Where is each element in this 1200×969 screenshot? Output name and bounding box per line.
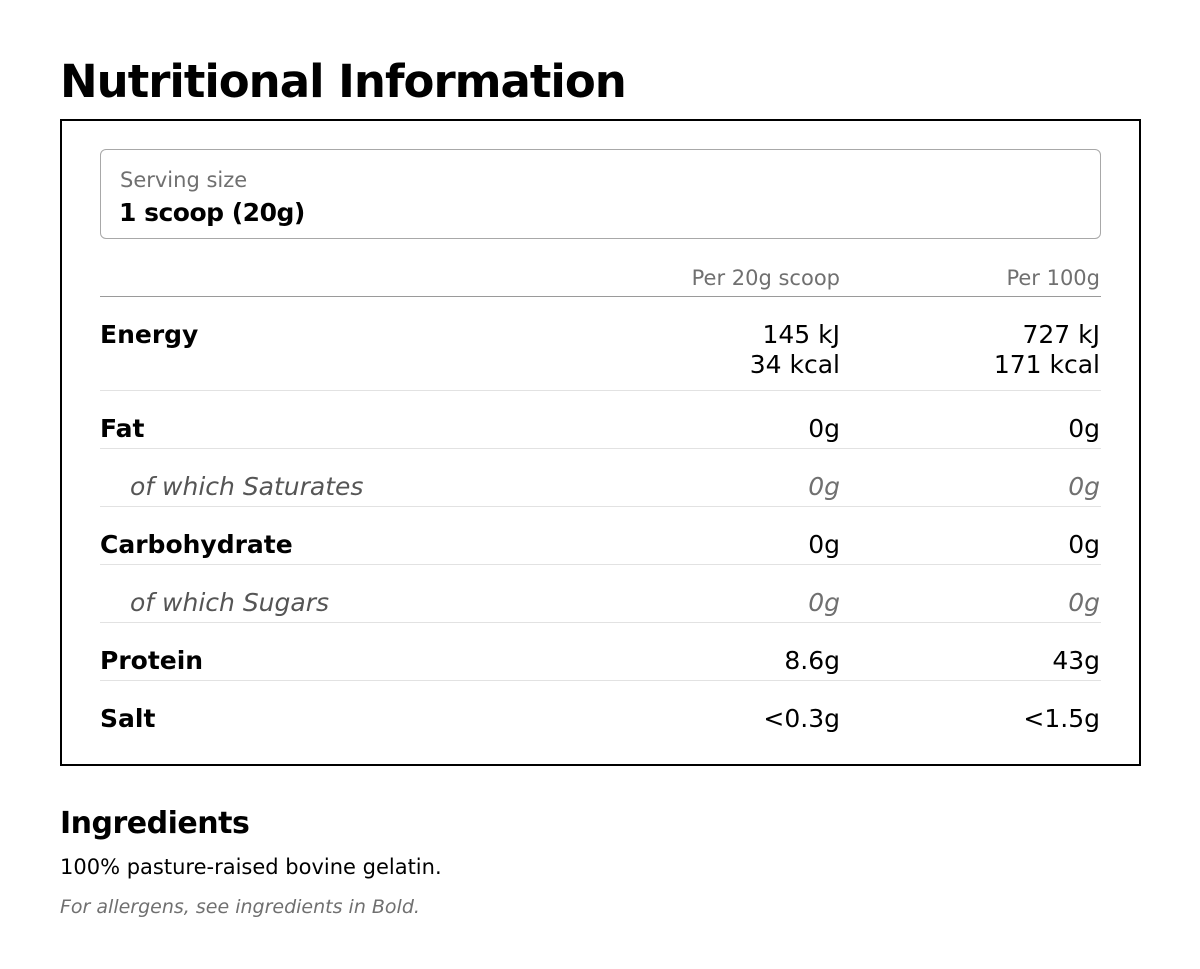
energy-kj-per-serving: 145 kJ — [762, 320, 840, 349]
value-per-serving: 0g — [808, 414, 840, 443]
ingredients-heading: Ingredients — [60, 806, 250, 841]
nutrition-table: Per 20g scoop Per 100g Energy 145 kJ 34 … — [100, 259, 1101, 738]
row-label: of which Sugars — [130, 588, 330, 617]
page-title: Nutritional Information — [60, 55, 627, 108]
serving-size-box: Serving size 1 scoop (20g) — [100, 149, 1101, 239]
value-per-100g: 0g — [1068, 588, 1100, 617]
column-header-per-100g: Per 100g — [1006, 266, 1100, 290]
value-per-100g: 43g — [1052, 646, 1100, 675]
row-saturates: of which Saturates 0g 0g — [100, 449, 1101, 507]
row-sugars: of which Sugars 0g 0g — [100, 565, 1101, 623]
column-header-per-serving: Per 20g scoop — [691, 266, 840, 290]
row-salt: Salt <0.3g <1.5g — [100, 681, 1101, 738]
energy-kj-per-100g: 727 kJ — [1022, 320, 1100, 349]
value-per-100g: <1.5g — [1023, 704, 1100, 733]
energy-kcal-per-serving: 34 kcal — [749, 350, 840, 379]
row-carbohydrate: Carbohydrate 0g 0g — [100, 507, 1101, 565]
value-per-100g: 0g — [1068, 530, 1100, 559]
value-per-serving: <0.3g — [763, 704, 840, 733]
row-label: Protein — [100, 646, 204, 675]
allergen-note: For allergens, see ingredients in Bold. — [60, 896, 420, 918]
row-label: Energy — [100, 320, 199, 349]
value-per-serving: 0g — [808, 588, 840, 617]
value-per-serving: 0g — [808, 472, 840, 501]
value-per-serving: 0g — [808, 530, 840, 559]
row-energy: Energy 145 kJ 34 kcal 727 kJ 171 kcal — [100, 297, 1101, 391]
value-per-100g: 0g — [1068, 414, 1100, 443]
row-label: of which Saturates — [130, 472, 364, 501]
energy-kcal-per-100g: 171 kcal — [993, 350, 1100, 379]
ingredients-text: 100% pasture-raised bovine gelatin. — [60, 855, 442, 879]
value-per-100g: 0g — [1068, 472, 1100, 501]
row-label: Salt — [100, 704, 156, 733]
row-label: Fat — [100, 414, 145, 443]
column-header-row: Per 20g scoop Per 100g — [100, 259, 1101, 297]
row-label: Carbohydrate — [100, 530, 293, 559]
row-protein: Protein 8.6g 43g — [100, 623, 1101, 681]
serving-size-value: 1 scoop (20g) — [119, 198, 305, 227]
serving-size-label: Serving size — [120, 168, 248, 192]
row-fat: Fat 0g 0g — [100, 391, 1101, 449]
nutrition-table-panel: Serving size 1 scoop (20g) Per 20g scoop… — [60, 119, 1141, 766]
value-per-serving: 8.6g — [784, 646, 840, 675]
